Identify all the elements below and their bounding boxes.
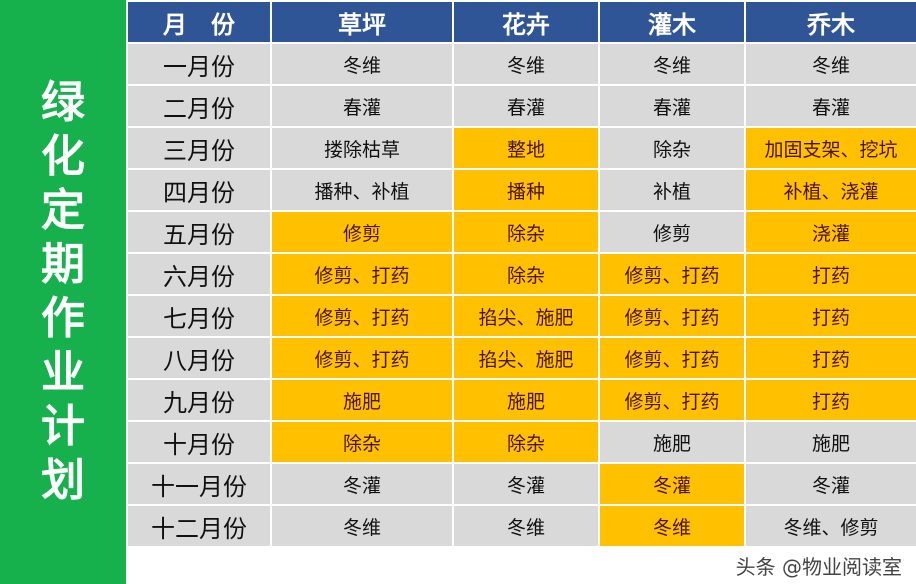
table-row: 十月份 除杂 除杂 施肥 施肥 [128, 422, 916, 462]
task-cell: 修剪、打药 [600, 254, 744, 294]
column-header: 灌木 [600, 2, 744, 42]
task-cell: 施肥 [272, 380, 452, 420]
task-cell: 春灌 [454, 86, 598, 126]
task-cell: 加固支架、挖坑 [746, 128, 916, 168]
month-cell: 三月份 [128, 128, 270, 168]
month-cell: 四月份 [128, 170, 270, 210]
month-cell: 十月份 [128, 422, 270, 462]
task-cell: 修剪、打药 [272, 338, 452, 378]
task-cell: 打药 [746, 254, 916, 294]
column-header: 花卉 [454, 2, 598, 42]
task-cell: 打药 [746, 380, 916, 420]
task-cell: 修剪、打药 [272, 254, 452, 294]
month-cell: 十一月份 [128, 464, 270, 504]
task-cell: 春灌 [746, 86, 916, 126]
task-cell: 除杂 [600, 128, 744, 168]
task-cell: 冬维、修剪 [746, 506, 916, 546]
task-cell: 春灌 [272, 86, 452, 126]
page-title: 绿化定期作业计划 [41, 77, 85, 506]
task-cell: 春灌 [600, 86, 744, 126]
table-row: 十一月份 冬灌 冬灌 冬灌 冬灌 [128, 464, 916, 504]
month-cell: 一月份 [128, 44, 270, 84]
task-cell: 施肥 [600, 422, 744, 462]
task-cell: 除杂 [454, 422, 598, 462]
column-header: 乔木 [746, 2, 916, 42]
task-cell: 冬灌 [746, 464, 916, 504]
task-cell: 播种、补植 [272, 170, 452, 210]
month-cell: 二月份 [128, 86, 270, 126]
header-row: 月 份草坪 花卉 灌木 乔木 [128, 2, 916, 42]
task-cell: 浇灌 [746, 212, 916, 252]
task-cell: 除杂 [454, 254, 598, 294]
task-cell: 修剪、打药 [272, 296, 452, 336]
task-cell: 除杂 [272, 422, 452, 462]
task-cell: 冬维 [600, 44, 744, 84]
task-cell: 冬灌 [272, 464, 452, 504]
month-cell: 十二月份 [128, 506, 270, 546]
task-cell: 冬维 [454, 506, 598, 546]
task-cell: 掐尖、施肥 [454, 296, 598, 336]
task-cell: 打药 [746, 296, 916, 336]
task-cell: 冬维 [454, 44, 598, 84]
table-row: 九月份 施肥 施肥 修剪、打药 打药 [128, 380, 916, 420]
task-cell: 施肥 [746, 422, 916, 462]
task-cell: 冬维 [272, 44, 452, 84]
task-cell: 播种 [454, 170, 598, 210]
task-cell: 整地 [454, 128, 598, 168]
task-cell: 修剪、打药 [600, 380, 744, 420]
table-row: 三月份 搂除枯草 整地 除杂 加固支架、挖坑 [128, 128, 916, 168]
table-row: 六月份 修剪、打药 除杂 修剪、打药 打药 [128, 254, 916, 294]
table-row: 七月份 修剪、打药 掐尖、施肥 修剪、打药 打药 [128, 296, 916, 336]
task-cell: 冬维 [272, 506, 452, 546]
month-cell: 七月份 [128, 296, 270, 336]
task-cell: 补植、浇灌 [746, 170, 916, 210]
table-row: 二月份 春灌 春灌 春灌 春灌 [128, 86, 916, 126]
month-cell: 五月份 [128, 212, 270, 252]
table-row: 四月份 播种、补植 播种 补植 补植、浇灌 [128, 170, 916, 210]
task-cell: 修剪 [600, 212, 744, 252]
task-cell: 修剪 [272, 212, 452, 252]
table-row: 五月份 修剪 除杂 修剪 浇灌 [128, 212, 916, 252]
task-cell: 冬维 [600, 506, 744, 546]
month-cell: 九月份 [128, 380, 270, 420]
table-row: 十二月份 冬维 冬维 冬维 冬维、修剪 [128, 506, 916, 546]
task-cell: 修剪、打药 [600, 296, 744, 336]
task-cell: 施肥 [454, 380, 598, 420]
month-cell: 八月份 [128, 338, 270, 378]
task-cell: 冬灌 [600, 464, 744, 504]
task-cell: 掐尖、施肥 [454, 338, 598, 378]
column-header: 草坪 [272, 2, 452, 42]
task-cell: 搂除枯草 [272, 128, 452, 168]
task-cell: 除杂 [454, 212, 598, 252]
task-cell: 冬灌 [454, 464, 598, 504]
task-cell: 补植 [600, 170, 744, 210]
month-cell: 六月份 [128, 254, 270, 294]
task-cell: 修剪、打药 [600, 338, 744, 378]
title-band: 绿化定期作业计划 [0, 0, 126, 584]
column-header: 月 份 [128, 2, 270, 42]
schedule-table: 月 份草坪 花卉 灌木 乔木 一月份 冬维 冬维 冬维 冬维 二月份 春灌 春灌 春灌 春灌 三月份 搂除枯… [126, 0, 916, 548]
table-row: 八月份 修剪、打药 掐尖、施肥 修剪、打药 打药 [128, 338, 916, 378]
task-cell: 冬维 [746, 44, 916, 84]
task-cell: 打药 [746, 338, 916, 378]
table-row: 一月份 冬维 冬维 冬维 冬维 [128, 44, 916, 84]
watermark: 头条 @物业阅读室 [735, 555, 902, 579]
